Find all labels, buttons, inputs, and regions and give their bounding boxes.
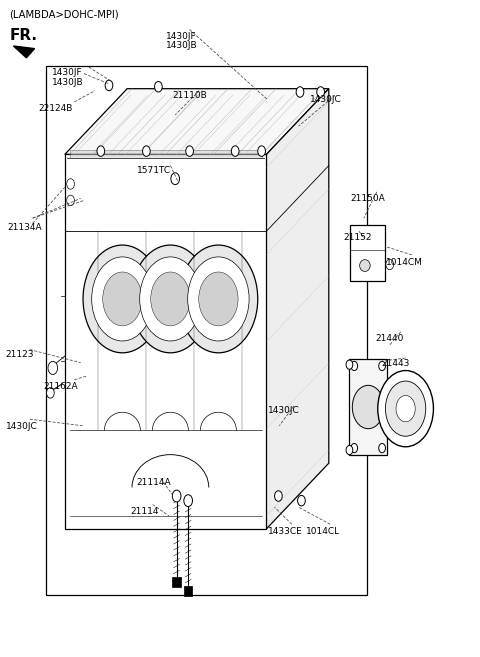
Bar — [184, 586, 192, 596]
Text: 21114A: 21114A — [137, 478, 171, 487]
Text: 22124B: 22124B — [38, 104, 73, 113]
Circle shape — [155, 81, 162, 92]
Circle shape — [172, 490, 181, 502]
Circle shape — [296, 87, 304, 97]
Circle shape — [188, 257, 249, 341]
Text: 21440: 21440 — [375, 334, 404, 343]
Text: 1430JC: 1430JC — [6, 422, 37, 431]
Circle shape — [351, 443, 358, 453]
Bar — [350, 225, 385, 281]
Circle shape — [97, 146, 105, 156]
Text: 21110B: 21110B — [173, 91, 207, 100]
Text: 1430JF: 1430JF — [166, 32, 196, 41]
Circle shape — [379, 361, 385, 371]
Circle shape — [92, 257, 153, 341]
Circle shape — [317, 87, 324, 97]
Circle shape — [396, 396, 415, 422]
Circle shape — [171, 173, 180, 185]
Circle shape — [67, 195, 74, 206]
Circle shape — [179, 245, 258, 353]
Polygon shape — [13, 46, 35, 58]
Circle shape — [298, 495, 305, 506]
Text: 21134A: 21134A — [7, 223, 42, 233]
Circle shape — [67, 179, 74, 189]
Text: 1571TC: 1571TC — [137, 166, 171, 175]
Circle shape — [346, 360, 353, 369]
Circle shape — [275, 491, 282, 501]
Text: 1433CE: 1433CE — [268, 527, 302, 536]
Circle shape — [385, 381, 426, 436]
Circle shape — [186, 146, 193, 156]
Circle shape — [47, 388, 54, 398]
Polygon shape — [65, 89, 329, 154]
Text: 21152: 21152 — [343, 233, 372, 242]
Bar — [349, 359, 387, 455]
Text: 21114: 21114 — [131, 507, 159, 516]
Circle shape — [184, 495, 192, 507]
Text: FR.: FR. — [10, 28, 37, 43]
Circle shape — [83, 245, 162, 353]
Circle shape — [131, 245, 210, 353]
Circle shape — [352, 385, 384, 429]
Circle shape — [378, 371, 433, 447]
Circle shape — [351, 361, 358, 371]
Polygon shape — [65, 154, 266, 529]
Circle shape — [105, 80, 113, 91]
Text: 1430JC: 1430JC — [310, 95, 341, 104]
Circle shape — [48, 361, 58, 374]
Circle shape — [103, 272, 142, 326]
Circle shape — [199, 272, 238, 326]
Circle shape — [346, 445, 353, 455]
Bar — [172, 577, 181, 587]
Text: 21162A: 21162A — [43, 382, 78, 392]
Text: 21443: 21443 — [382, 359, 410, 369]
Text: 21150A: 21150A — [350, 194, 385, 203]
Text: 1430JB: 1430JB — [52, 78, 84, 87]
Circle shape — [386, 260, 394, 270]
Circle shape — [231, 146, 239, 156]
Text: 1430JB: 1430JB — [166, 41, 197, 50]
Circle shape — [379, 443, 385, 453]
Circle shape — [151, 272, 190, 326]
Text: 1014CL: 1014CL — [306, 527, 340, 536]
Polygon shape — [70, 150, 262, 158]
Circle shape — [140, 257, 201, 341]
Text: 1014CM: 1014CM — [386, 258, 423, 267]
Text: 21123: 21123 — [6, 350, 34, 359]
Circle shape — [258, 146, 265, 156]
Polygon shape — [266, 89, 329, 529]
Bar — [46, 66, 367, 595]
Circle shape — [143, 146, 150, 156]
Ellipse shape — [360, 260, 370, 271]
Text: (LAMBDA>DOHC-MPI): (LAMBDA>DOHC-MPI) — [10, 10, 119, 20]
Text: 1430JC: 1430JC — [268, 406, 300, 415]
Text: 1430JF: 1430JF — [52, 68, 83, 78]
